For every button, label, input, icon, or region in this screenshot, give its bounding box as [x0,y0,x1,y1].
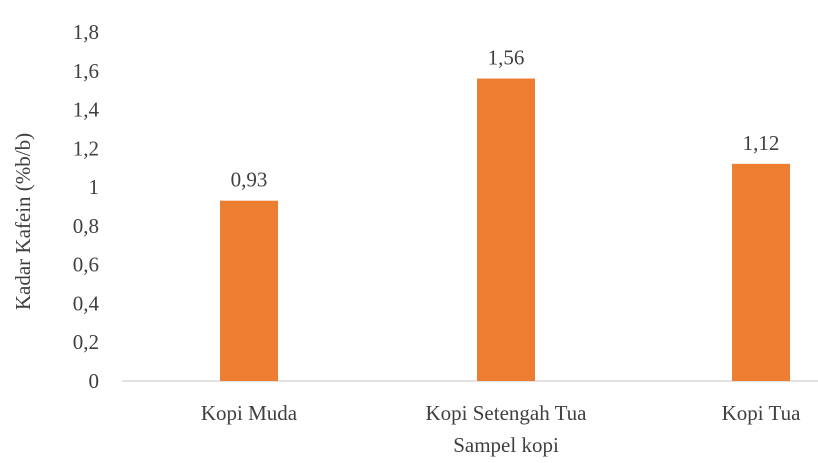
bar [220,200,278,381]
data-label: 1,56 [488,46,525,70]
bars [220,78,790,382]
y-axis-title: Kadar Kafein (%b/b) [11,133,35,310]
bar [732,163,790,381]
bar [477,78,535,382]
y-tick-label: 0,2 [73,330,99,354]
y-tick-label: 1,6 [73,59,99,83]
data-label: 0,93 [231,168,268,192]
y-axis-ticks: 0 0,2 0,4 0,6 0,8 1 1,2 1,4 1,6 1,8 [73,20,100,393]
category-label: Kopi Setengah Tua [425,401,587,425]
category-labels: Kopi Muda Kopi Setengah Tua Kopi Tua [201,401,801,425]
y-tick-label: 1,2 [73,136,99,160]
category-label: Kopi Muda [201,401,298,425]
data-label: 1,12 [743,131,780,155]
y-tick-label: 0 [89,369,100,393]
y-tick-label: 0,4 [73,291,100,315]
y-tick-label: 0,6 [73,253,99,277]
category-label: Kopi Tua [722,401,801,425]
y-tick-label: 0,8 [73,214,99,238]
x-axis-title: Sampel kopi [453,433,559,457]
y-tick-label: 1,4 [73,98,100,122]
y-tick-label: 1,8 [73,20,99,44]
y-tick-label: 1 [89,175,100,199]
data-labels: 0,93 1,56 1,12 [231,46,780,192]
